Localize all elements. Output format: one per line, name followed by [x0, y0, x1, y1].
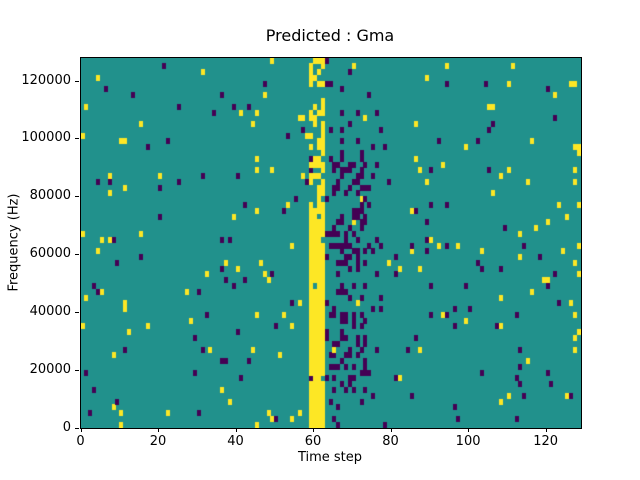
y-tick-mark: [75, 196, 79, 198]
x-axis-label: Time step: [297, 450, 363, 465]
y-tick-mark: [75, 311, 79, 313]
y-tick-mark: [75, 254, 79, 256]
x-tick-label: 0: [76, 434, 85, 449]
x-tick-label: 80: [382, 434, 399, 449]
x-tick-mark: [313, 428, 315, 432]
y-tick-label: 80000: [29, 188, 71, 204]
x-tick-mark: [235, 428, 237, 432]
y-tick-mark: [75, 427, 79, 429]
y-tick-mark: [75, 138, 79, 140]
x-tick-mark: [545, 428, 547, 432]
y-tick-mark: [75, 80, 79, 82]
chart-title: Predicted : Gma: [265, 26, 395, 45]
y-tick-mark: [75, 369, 79, 371]
y-tick-label: 60000: [29, 246, 71, 262]
y-tick-label: 120000: [21, 72, 71, 88]
y-tick-label: 0: [62, 419, 71, 435]
x-tick-mark: [468, 428, 470, 432]
y-tick-label: 20000: [29, 361, 71, 377]
x-tick-label: 40: [227, 434, 244, 449]
y-axis-label: Frequency (Hz): [6, 193, 22, 292]
y-tick-label: 100000: [21, 130, 71, 146]
x-tick-label: 120: [533, 434, 559, 449]
plot-area: [80, 57, 582, 429]
x-tick-label: 60: [304, 434, 322, 449]
x-tick-mark: [80, 428, 82, 432]
y-tick-label: 40000: [29, 303, 71, 319]
x-tick-mark: [390, 428, 392, 432]
x-tick-label: 20: [149, 434, 167, 449]
x-tick-mark: [158, 428, 160, 432]
heatmap-canvas: [81, 58, 581, 428]
x-tick-label: 100: [455, 434, 481, 449]
